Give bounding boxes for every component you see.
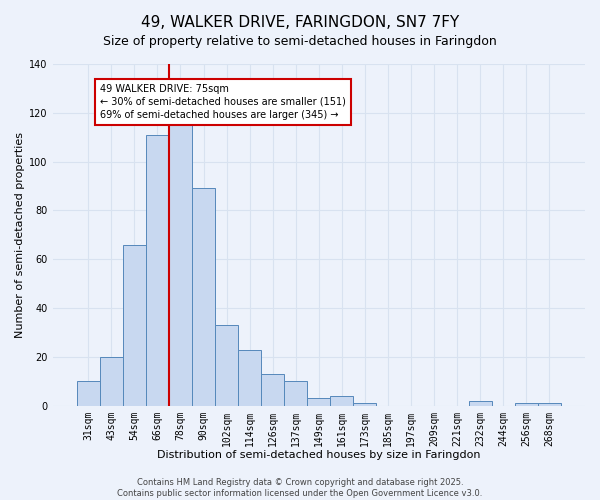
Bar [284,382,307,406]
Bar [215,325,238,406]
Bar [146,135,169,406]
Text: Contains HM Land Registry data © Crown copyright and database right 2025.
Contai: Contains HM Land Registry data © Crown c… [118,478,482,498]
Text: 49, WALKER DRIVE, FARINGDON, SN7 7FY: 49, WALKER DRIVE, FARINGDON, SN7 7FY [141,15,459,30]
Y-axis label: Number of semi-detached properties: Number of semi-detached properties [15,132,25,338]
Bar [538,404,561,406]
Bar [169,125,192,406]
X-axis label: Distribution of semi-detached houses by size in Faringdon: Distribution of semi-detached houses by … [157,450,481,460]
Bar [330,396,353,406]
Text: 49 WALKER DRIVE: 75sqm
← 30% of semi-detached houses are smaller (151)
69% of se: 49 WALKER DRIVE: 75sqm ← 30% of semi-det… [100,84,346,120]
Bar [353,404,376,406]
Bar [469,401,491,406]
Bar [100,357,123,406]
Bar [238,350,261,406]
Bar [77,382,100,406]
Bar [307,398,330,406]
Bar [192,188,215,406]
Bar [261,374,284,406]
Bar [515,404,538,406]
Text: Size of property relative to semi-detached houses in Faringdon: Size of property relative to semi-detach… [103,35,497,48]
Bar [123,244,146,406]
